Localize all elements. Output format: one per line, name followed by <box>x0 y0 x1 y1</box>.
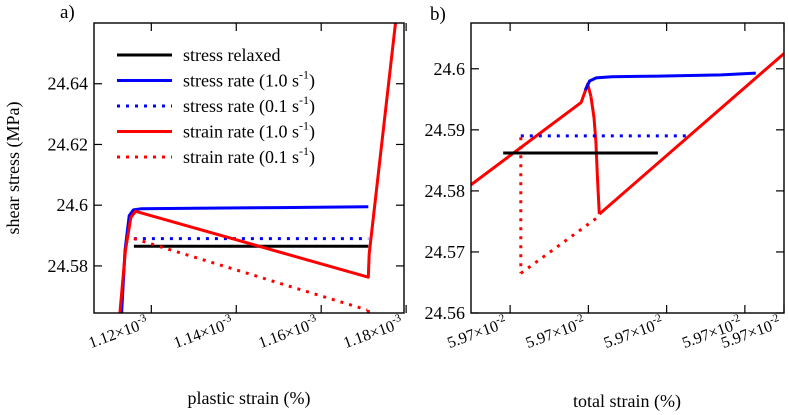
panel-a-y-axis-label: shear stress (MPa) <box>3 102 24 235</box>
panel-b-series-2 <box>598 52 784 216</box>
panel-b-x-ticks: 5.97×10-2 5.97×10-2 5.97×10-2 5.97×10-25.97… <box>445 23 785 352</box>
panel-b-y-tick-label: 24.57 <box>425 242 466 262</box>
legend-label-4: strain rate (0.1 s-1) <box>183 144 315 168</box>
legend-label-2: stress rate (0.1 s-1) <box>183 93 315 117</box>
panel-b-x-axis-label: total strain (%) <box>573 391 681 412</box>
panel-a: a) 24.58 24.6 24.62 24.64 1.12×10-3 1.14×10-… <box>3 2 407 409</box>
panel-a-x-tick-label: 1.18×10-3 <box>340 312 406 352</box>
panel-a-plot-area <box>118 23 397 313</box>
panel-b-series-0 <box>471 82 593 187</box>
panel-a-y-ticks: 24.58 24.6 24.62 24.64 <box>48 74 404 276</box>
panel-a-y-tick-label: 24.64 <box>48 74 89 94</box>
panel-a-x-tick-label: 1.12×10-3 <box>85 312 151 352</box>
panel-b-y-tick-label: 24.59 <box>425 120 466 140</box>
panel-a-series-4 <box>133 237 368 312</box>
panel-b-series-1 <box>589 96 601 215</box>
panel-b-y-tick-label: 24.6 <box>434 59 466 79</box>
panel-b-series-7 <box>519 217 598 275</box>
panel-a-y-tick-label: 24.62 <box>48 134 89 154</box>
panel-b-label: b) <box>430 4 446 25</box>
panel-a-x-axis-label: plastic strain (%) <box>188 388 311 409</box>
panel-b: b) 24.56 24.57 24.58 24.59 24.6 5.97×10-2 5.9… <box>425 4 785 412</box>
panel-a-series-1 <box>120 205 369 313</box>
legend-label-0: stress relaxed <box>183 45 280 65</box>
panel-b-series-3 <box>583 71 756 91</box>
panel-b-y-ticks: 24.56 24.57 24.58 24.59 24.6 <box>425 59 784 323</box>
panel-b-y-tick-label: 24.56 <box>425 303 466 323</box>
panel-a-x-tick-label: 1.14×10-3 <box>170 312 236 352</box>
panel-a-y-tick-label: 24.58 <box>48 256 89 276</box>
panel-a-frame <box>93 22 405 314</box>
panel-a-y-tick-label: 24.6 <box>57 195 89 215</box>
panel-b-plot-area <box>471 52 784 275</box>
legend-label-1: stress rate (1.0 s-1) <box>183 68 315 92</box>
panel-a-series-3 <box>118 23 397 313</box>
panel-a-label: a) <box>60 2 75 23</box>
panel-b-x-tick-label: 5.97×10-2 <box>522 312 587 352</box>
panel-b-frame <box>470 22 785 314</box>
legend-label-3: strain rate (1.0 s-1) <box>183 119 315 143</box>
panel-a-legend: stress relaxed stress rate (1.0 s-1)stres… <box>117 45 315 168</box>
panel-b-y-tick-label: 24.58 <box>425 181 466 201</box>
panel-a-x-tick-label: 1.16×10-3 <box>255 312 321 352</box>
panel-b-x-tick-label: 5.97×10-2 <box>601 312 666 352</box>
